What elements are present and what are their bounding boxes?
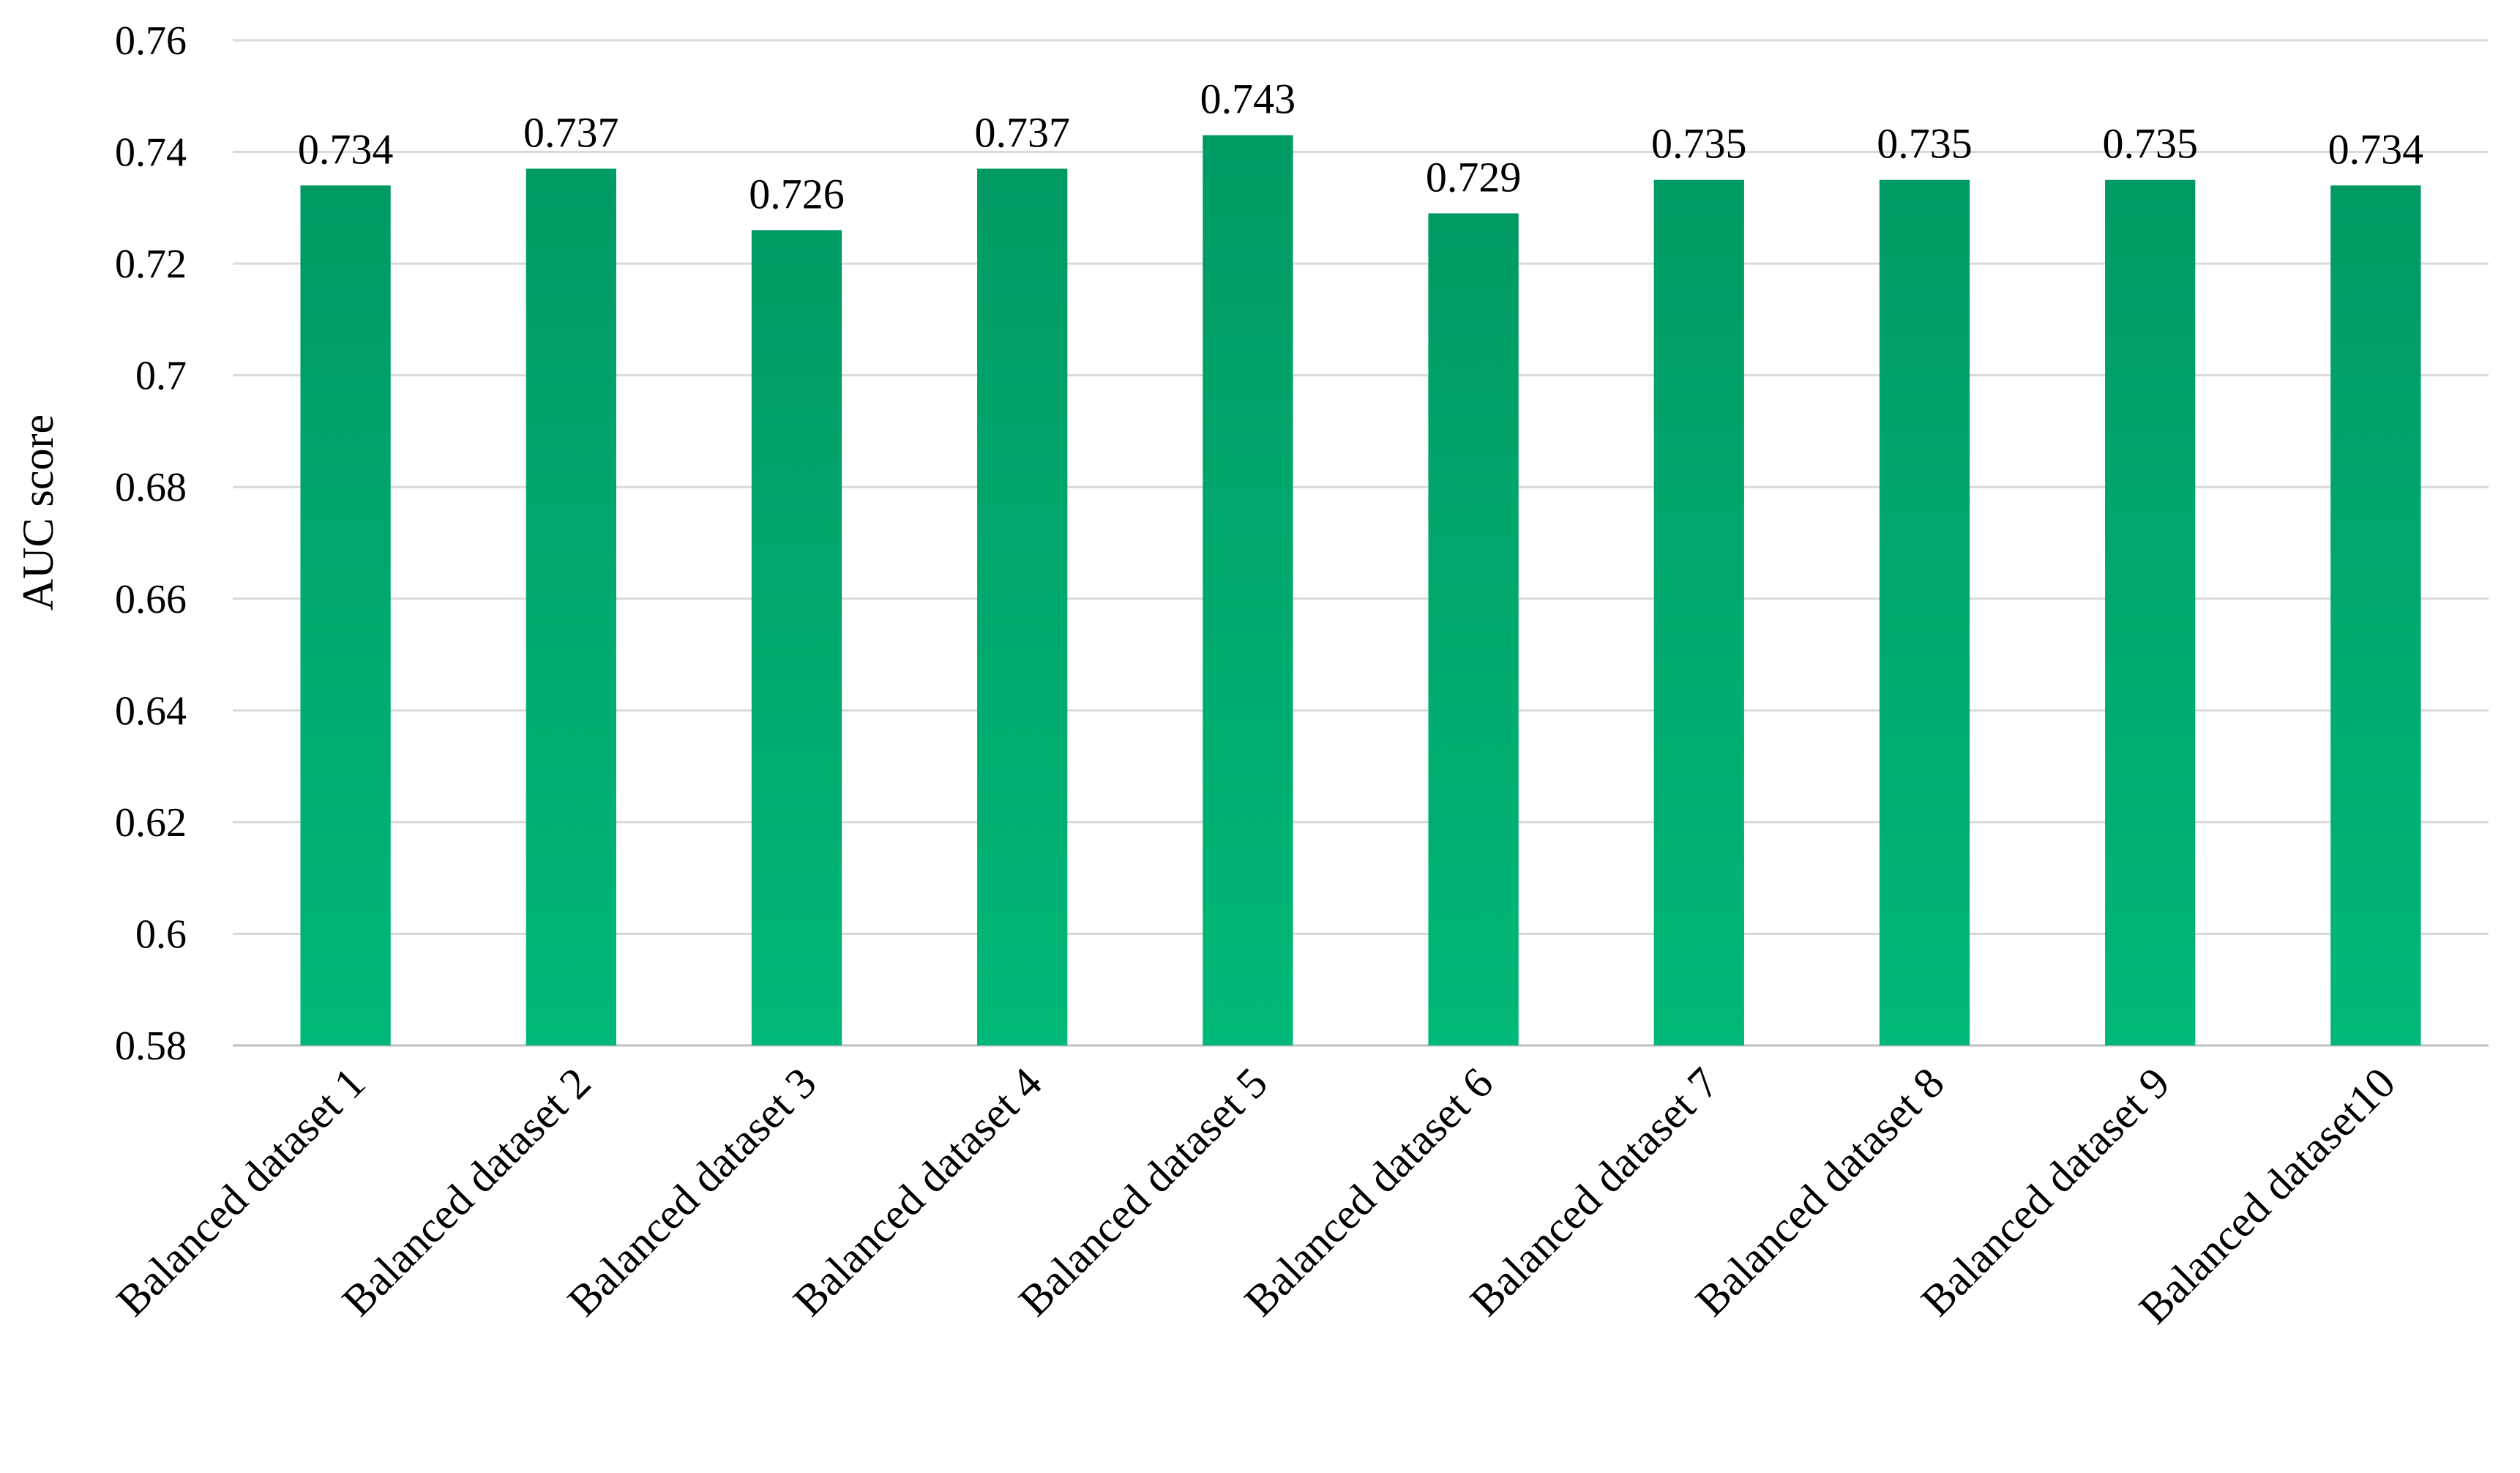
bar: [300, 185, 391, 1045]
data-labels: 0.734 0.737 0.726 0.737 0.743 0.729 0.735 0.735…: [298, 75, 2423, 218]
data-label: 0.735: [2102, 120, 2198, 168]
bar: [2105, 179, 2196, 1045]
bar: [1653, 179, 1744, 1045]
bars: [300, 135, 2421, 1046]
y-tick-label: 0.64: [115, 688, 187, 734]
y-tick-label: 0.7: [135, 354, 187, 399]
y-tick-label: 0.66: [115, 577, 187, 622]
x-category-label: Balanced dataset 1: [108, 1059, 375, 1326]
data-label: 0.735: [1651, 120, 1747, 168]
y-tick-label: 0.62: [115, 800, 187, 846]
bar: [1879, 179, 1970, 1045]
x-category-label: Balanced dataset 9: [1912, 1059, 2179, 1326]
bar: [2330, 185, 2421, 1045]
bar: [977, 168, 1068, 1046]
bar: [1428, 213, 1519, 1045]
y-tick-label: 0.68: [115, 465, 187, 510]
y-tick-label: 0.6: [135, 911, 187, 957]
x-category-label: Balanced dataset 5: [1009, 1059, 1276, 1326]
bar: [751, 230, 842, 1045]
data-label: 0.734: [2328, 125, 2424, 173]
data-label: 0.743: [1200, 75, 1296, 123]
bar: [526, 168, 616, 1046]
y-tick-label: 0.72: [115, 242, 187, 287]
x-category-label: Balanced dataset 3: [558, 1059, 826, 1326]
x-category-label: Balanced dataset 2: [333, 1059, 600, 1326]
x-category-label: Balanced dataset 6: [1235, 1059, 1503, 1326]
y-tick-label: 0.74: [115, 130, 187, 176]
data-label: 0.729: [1426, 153, 1522, 201]
bar: [1203, 135, 1293, 1045]
y-axis-ticks: 0.58 0.6 0.62 0.64 0.66 0.68 0.7 0.72 0.74 0.76: [115, 18, 187, 1069]
x-category-label: Balanced dataset 8: [1686, 1059, 1953, 1326]
y-tick-label: 0.76: [115, 18, 187, 64]
x-category-label: Balanced dataset 4: [784, 1059, 1051, 1326]
data-label: 0.726: [749, 170, 845, 217]
data-label: 0.737: [523, 108, 619, 156]
x-category-label: Balanced dataset 7: [1461, 1059, 1728, 1326]
y-axis-title: AUC score: [14, 414, 62, 611]
data-label: 0.734: [298, 125, 394, 173]
data-label: 0.737: [974, 108, 1070, 156]
data-label: 0.735: [1877, 120, 1973, 168]
y-tick-label: 0.58: [115, 1023, 187, 1069]
